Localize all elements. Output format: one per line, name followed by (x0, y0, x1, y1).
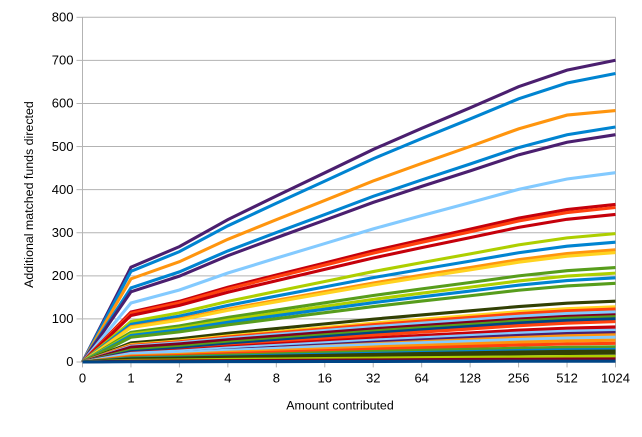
svg-text:2: 2 (176, 371, 183, 386)
svg-text:800: 800 (52, 10, 74, 25)
svg-text:8: 8 (273, 371, 280, 386)
svg-text:600: 600 (52, 96, 74, 111)
svg-text:0: 0 (79, 371, 86, 386)
svg-text:4: 4 (224, 371, 231, 386)
svg-text:512: 512 (556, 371, 578, 386)
svg-text:400: 400 (52, 182, 74, 197)
svg-text:0: 0 (66, 354, 73, 369)
svg-text:1024: 1024 (601, 371, 630, 386)
svg-text:1: 1 (127, 371, 134, 386)
svg-text:Amount contributed: Amount contributed (286, 399, 394, 413)
svg-text:100: 100 (52, 311, 74, 326)
svg-text:128: 128 (459, 371, 481, 386)
svg-text:300: 300 (52, 225, 74, 240)
svg-text:200: 200 (52, 268, 74, 283)
svg-text:64: 64 (414, 371, 428, 386)
svg-text:700: 700 (52, 53, 74, 68)
svg-text:32: 32 (366, 371, 380, 386)
svg-text:500: 500 (52, 139, 74, 154)
svg-text:256: 256 (508, 371, 530, 386)
svg-text:Additional matched funds direc: Additional matched funds directed (22, 101, 36, 288)
svg-text:16: 16 (318, 371, 332, 386)
